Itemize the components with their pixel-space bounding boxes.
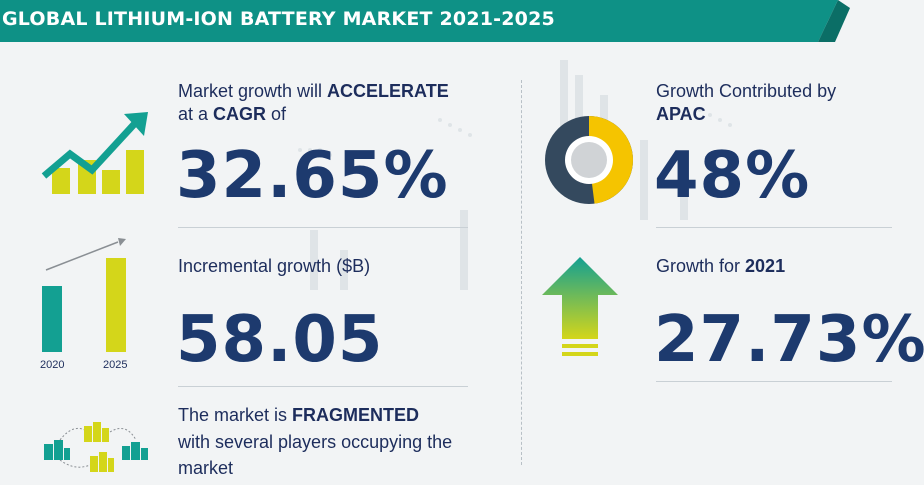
cagr-value: 32.65% — [176, 139, 449, 213]
divider-growth-2021 — [656, 381, 892, 382]
year-label-end: 2025 — [103, 359, 128, 371]
bar-comparison-icon — [42, 238, 126, 352]
header-banner — [0, 0, 850, 42]
apac-line-2: APAC — [656, 104, 706, 124]
incremental-value: 58.05 — [176, 303, 384, 377]
fragmented-line-2: with several players occupying the — [178, 432, 453, 452]
growth-trend-icon — [41, 112, 148, 194]
fragmented-line-1: The market is FRAGMENTED — [178, 405, 420, 425]
network-buildings-icon — [44, 422, 148, 472]
page-title: GLOBAL LITHIUM-ION BATTERY MARKET 2021-2… — [2, 8, 555, 30]
fragmented-line-3: market — [178, 458, 234, 478]
growth-2021-value: 27.73% — [654, 303, 924, 377]
apac-line-1: Growth Contributed by — [656, 81, 837, 101]
year-label-start: 2020 — [40, 359, 65, 371]
cagr-line-1: Market growth will ACCELERATE — [178, 81, 449, 101]
column-divider — [521, 80, 522, 465]
cagr-line-2: at a CAGR of — [178, 104, 287, 124]
divider-cagr — [178, 227, 468, 228]
divider-incremental — [178, 386, 468, 387]
up-arrow-icon — [542, 257, 618, 356]
divider-apac — [656, 227, 892, 228]
incremental-label: Incremental growth ($B) — [178, 256, 371, 276]
donut-share-icon — [545, 116, 633, 204]
growth-2021-label: Growth for 2021 — [656, 256, 786, 276]
apac-value: 48% — [654, 139, 811, 213]
